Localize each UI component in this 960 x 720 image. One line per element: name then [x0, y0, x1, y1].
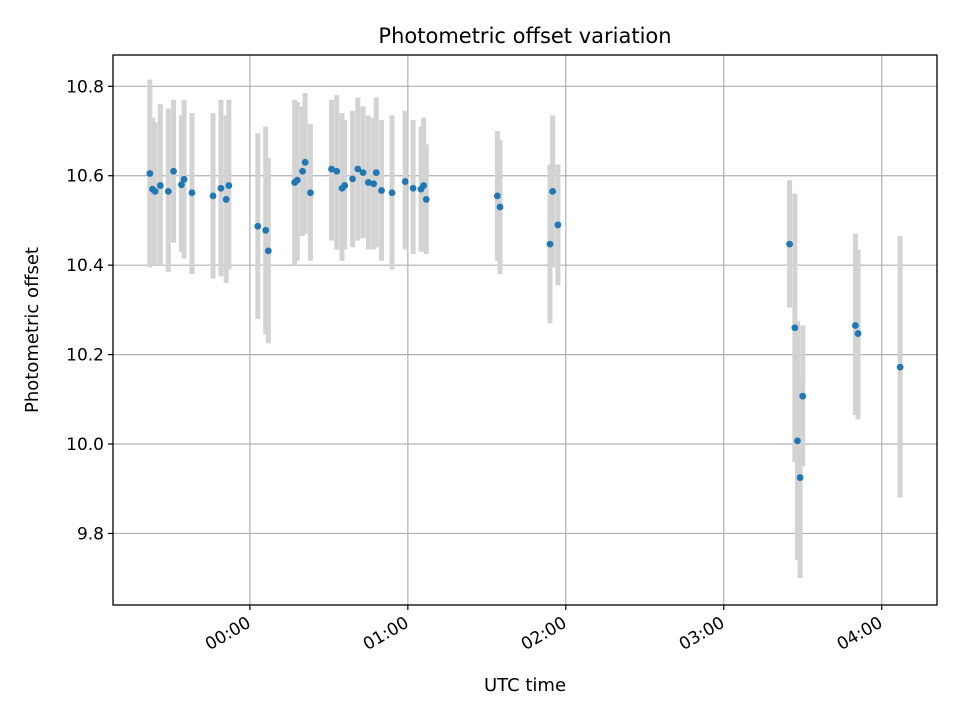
grid	[113, 55, 937, 605]
data-point	[222, 196, 230, 203]
data-point	[156, 182, 164, 189]
y-axis-ticks: 9.8 10.0 10.2 10.4 10.6 10.8	[66, 77, 113, 544]
data-point	[254, 222, 262, 230]
data-point	[796, 474, 804, 481]
data-point	[493, 192, 501, 200]
x-axis-label: UTC time	[484, 675, 566, 696]
data-point	[299, 167, 306, 175]
data-point	[420, 182, 428, 189]
data-point	[151, 187, 159, 195]
data-point	[496, 203, 504, 211]
data-point	[786, 240, 793, 248]
data-point	[854, 330, 862, 337]
data-point	[301, 158, 309, 166]
data-point	[378, 187, 385, 194]
data-point	[188, 189, 196, 197]
data-point	[178, 181, 185, 189]
y-axis-label: Photometric offset	[22, 247, 43, 413]
data-point	[341, 182, 349, 189]
data-point	[333, 167, 341, 175]
data-point	[799, 392, 807, 400]
y-tick-label: 10.0	[66, 435, 104, 455]
y-tick-label: 10.8	[66, 77, 104, 97]
data-point	[164, 187, 172, 195]
data-point	[180, 175, 188, 183]
data-point	[170, 167, 177, 175]
data-point	[851, 322, 859, 329]
data-point	[146, 170, 154, 177]
data-point	[896, 363, 904, 371]
data-point	[370, 180, 378, 188]
data-point	[554, 221, 562, 229]
data-point	[546, 240, 554, 248]
data-point	[359, 169, 367, 177]
y-tick-label: 10.6	[66, 167, 104, 187]
data-point	[262, 226, 270, 234]
data-point	[293, 176, 301, 184]
data-point	[794, 437, 801, 445]
data-point	[401, 178, 409, 185]
data-point	[372, 169, 380, 177]
data-point	[225, 182, 233, 189]
data-point	[364, 179, 372, 186]
data-points	[146, 158, 904, 481]
data-point	[409, 184, 417, 192]
y-tick-label: 10.2	[66, 346, 104, 366]
data-point	[217, 184, 225, 192]
data-point	[264, 247, 272, 255]
data-point	[354, 165, 362, 173]
y-tick-label: 10.4	[66, 256, 104, 276]
plot-frame	[112, 54, 938, 606]
data-point	[209, 192, 217, 200]
data-point	[549, 187, 557, 195]
y-tick-label: 9.8	[77, 524, 104, 544]
data-point	[307, 189, 314, 197]
data-point	[328, 165, 335, 173]
data-point	[422, 196, 430, 203]
data-point	[388, 189, 396, 197]
data-point	[349, 175, 356, 183]
data-point	[791, 324, 799, 332]
chart-title: Photometric offset variation	[378, 24, 671, 48]
